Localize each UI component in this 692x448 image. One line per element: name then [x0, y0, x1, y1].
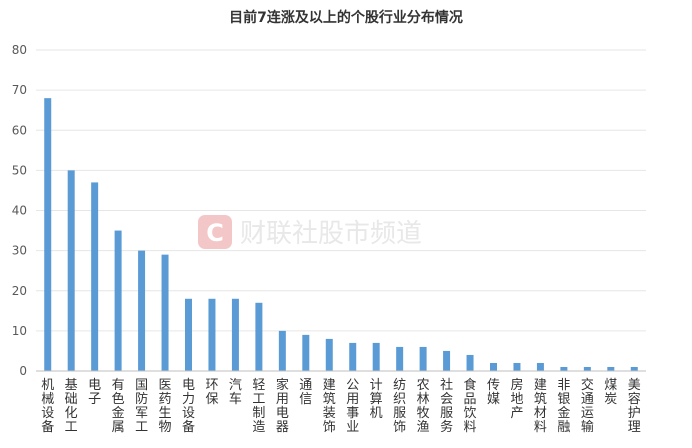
bar-17: [419, 346, 427, 371]
bar-25: [607, 366, 615, 371]
bar-20: [490, 362, 497, 371]
bar-8: [208, 298, 216, 371]
bar-19: [466, 354, 474, 371]
bar-7: [185, 298, 192, 371]
bar-9: [231, 298, 239, 371]
x-category-label: 计算机: [370, 378, 383, 421]
x-category-label: 纺织服饰: [393, 378, 406, 435]
x-category-label: 社会服务: [440, 377, 453, 435]
watermark-logo-letter: C: [206, 219, 224, 247]
bar-6: [161, 254, 169, 371]
x-axis-category-labels: 机械设备基础化工电子有色金属国防军工医药生物电力设备环保汽车轻工制造家用电器通信…: [41, 377, 641, 435]
bar-3: [91, 182, 99, 371]
x-category-label: 家用电器: [276, 377, 289, 435]
bar-22: [536, 362, 544, 371]
bar-2: [67, 170, 75, 371]
x-category-label: 房地产: [510, 377, 523, 421]
x-category-label: 通信: [299, 378, 312, 407]
x-category-label: 美容护理: [628, 378, 641, 435]
x-category-label: 传媒: [487, 378, 500, 407]
bar-16: [396, 346, 404, 371]
x-category-label: 建筑材料: [534, 378, 547, 435]
x-category-label: 建筑装饰: [323, 378, 336, 435]
bar-24: [583, 366, 591, 371]
bar-12: [302, 334, 310, 371]
y-tick-label: 40: [12, 204, 27, 218]
bar-26: [630, 366, 638, 371]
y-tick-label: 10: [12, 324, 27, 338]
x-category-label: 农林牧渔: [417, 378, 430, 435]
y-tick-label: 80: [12, 43, 27, 57]
y-tick-label: 30: [12, 244, 27, 258]
x-category-label: 交通运输: [581, 377, 594, 435]
bar-13: [325, 338, 333, 371]
x-category-label: 环保: [205, 378, 218, 407]
bar-14: [349, 342, 357, 371]
y-axis-ticks: 0 10 20 30 40 50 60 70 80: [12, 43, 27, 378]
chart-title: 目前7连涨及以上的个股行业分布情况: [229, 9, 463, 26]
y-tick-label: 0: [19, 364, 27, 378]
x-category-label: 有色金属: [112, 378, 125, 435]
x-category-label: 国防军工: [135, 378, 148, 435]
x-category-label: 食品饮料: [464, 377, 477, 435]
x-category-label: 汽车: [229, 378, 242, 407]
x-category-label: 电力设备: [182, 378, 195, 435]
grid-lines: [36, 49, 646, 332]
x-category-label: 基础化工: [65, 378, 78, 435]
bar-4: [114, 230, 122, 371]
bar-1: [44, 98, 52, 372]
y-tick-label: 20: [12, 284, 27, 298]
x-category-label: 煤炭: [604, 378, 617, 407]
bar-11: [278, 330, 286, 371]
bar-15: [372, 342, 380, 371]
bar-10: [255, 302, 263, 371]
x-category-label: 机械设备: [41, 378, 54, 435]
watermark: C 财联社股市频道: [198, 215, 422, 249]
watermark-text: 财联社股市频道: [240, 219, 422, 249]
watermark-logo: [198, 215, 232, 249]
x-category-label: 医药生物: [159, 378, 172, 435]
x-category-label: 非银金融: [557, 378, 570, 435]
bar-5: [138, 250, 146, 371]
x-category-label: 公用事业: [346, 378, 359, 435]
bar-23: [560, 366, 568, 371]
bar-21: [513, 362, 521, 371]
y-tick-label: 50: [12, 163, 27, 177]
x-category-label: 电子: [88, 378, 101, 407]
bars: [44, 98, 638, 372]
bar-18: [443, 350, 451, 371]
x-category-label: 轻工制造: [252, 378, 265, 435]
y-tick-label: 70: [12, 83, 27, 97]
y-tick-label: 60: [12, 123, 27, 137]
